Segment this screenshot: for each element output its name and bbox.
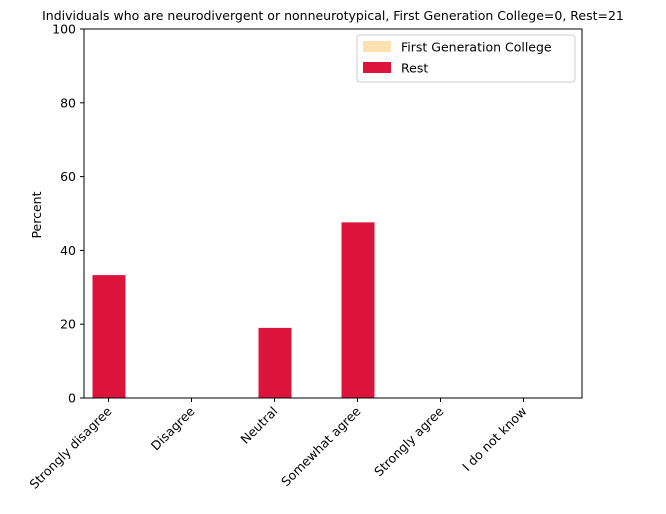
x-tick-label: Disagree bbox=[148, 403, 198, 453]
x-axis: Strongly disagree Disagree NeutralSomewhat… bbox=[26, 398, 530, 492]
bar-rest bbox=[92, 275, 126, 398]
legend-box bbox=[356, 34, 576, 83]
x-tick-label: Neutral bbox=[237, 404, 280, 447]
y-tick-label: 40 bbox=[60, 243, 76, 258]
legend-swatch bbox=[363, 41, 391, 52]
bar-rest bbox=[341, 222, 375, 398]
plot-area bbox=[92, 222, 375, 398]
legend-swatch bbox=[363, 62, 391, 73]
bar-rest bbox=[258, 327, 292, 398]
x-tick-label: Strongly agree bbox=[371, 403, 447, 479]
y-axis: 0 20 40 60 80 100 bbox=[52, 22, 84, 406]
legend-label: Rest bbox=[401, 61, 428, 76]
y-axis-label: Percent bbox=[29, 191, 44, 238]
x-tick-label: I do not know bbox=[459, 404, 530, 475]
legend: First Generation College Rest bbox=[356, 34, 576, 83]
y-tick-label: 100 bbox=[52, 22, 76, 37]
x-tick-label: Strongly disagree bbox=[26, 403, 114, 491]
legend-label: First Generation College bbox=[401, 40, 552, 55]
x-tick-label: Somewhat agree bbox=[278, 403, 364, 489]
y-tick-label: 20 bbox=[60, 317, 76, 332]
chart-title: Individuals who are neurodivergent or no… bbox=[42, 8, 624, 23]
y-tick-label: 0 bbox=[68, 391, 76, 406]
axes-frame bbox=[83, 28, 583, 399]
y-tick-label: 80 bbox=[60, 95, 76, 110]
y-tick-label: 60 bbox=[60, 169, 76, 184]
